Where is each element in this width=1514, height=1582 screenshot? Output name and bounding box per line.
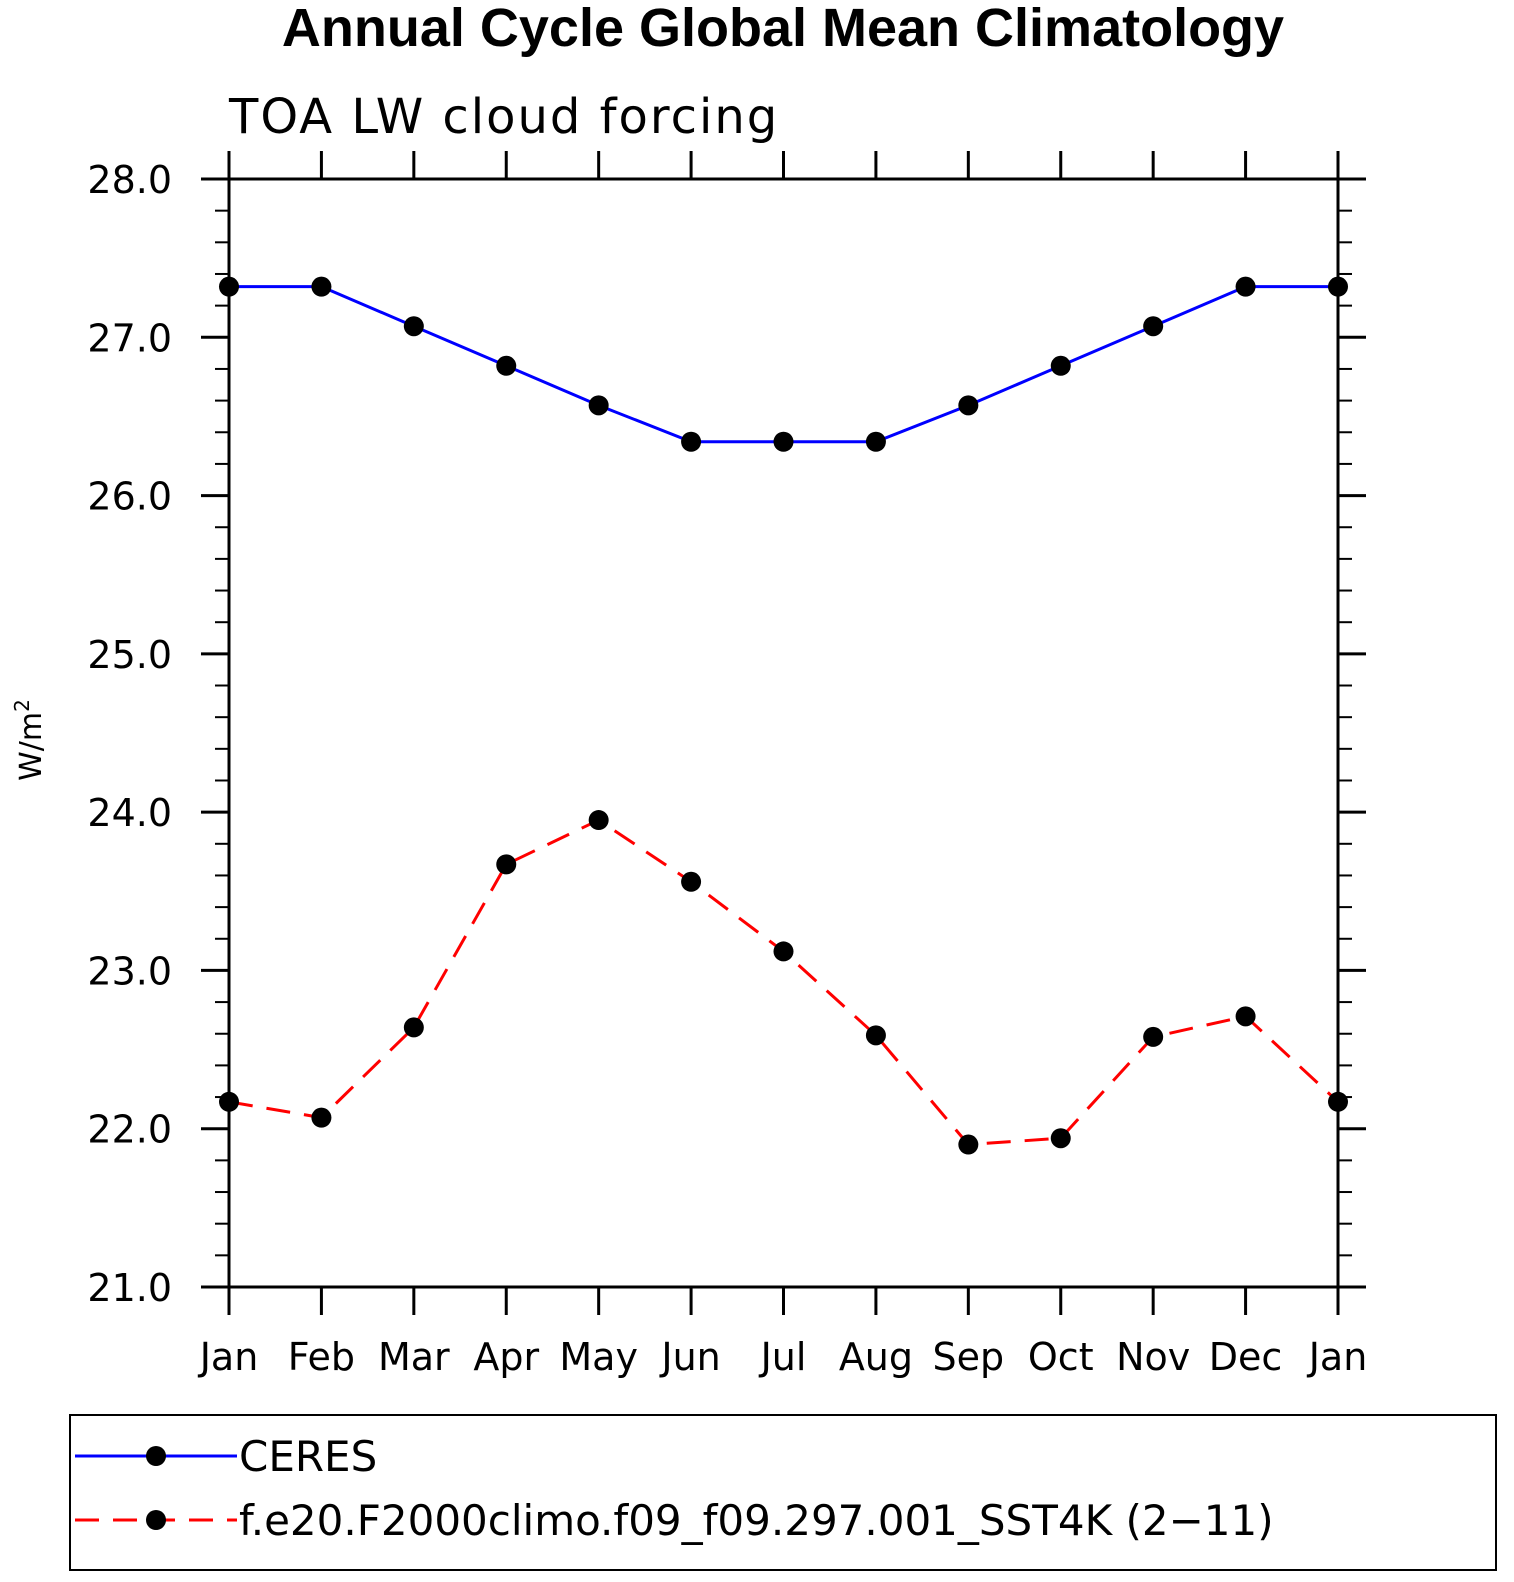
- x-tick-label: Feb: [288, 1335, 355, 1379]
- x-tick-label: Apr: [473, 1335, 539, 1379]
- x-tick-label: May: [559, 1335, 638, 1379]
- y-axis-title-superscript: 2: [10, 699, 34, 712]
- y-tick-label: 28.0: [87, 158, 172, 202]
- x-tick-label: Jan: [198, 1335, 259, 1379]
- x-tick-label: Jul: [759, 1335, 807, 1379]
- series-1-point: [1143, 1026, 1164, 1047]
- x-tick-label: Dec: [1209, 1335, 1283, 1379]
- x-tick-label: Jan: [1307, 1335, 1368, 1379]
- y-tick-label: 24.0: [87, 791, 172, 835]
- series-layer: [219, 276, 1348, 1155]
- legend-label-0: CERES: [239, 1432, 377, 1481]
- series-0-point: [403, 316, 424, 337]
- series-0-point: [311, 276, 332, 297]
- y-axis: 21.0 22.0 23.0 24.0 25.0 26.0 27.0 28.0: [87, 158, 1366, 1310]
- y-tick-label: 26.0: [87, 475, 172, 519]
- x-tick-label: Jun: [659, 1335, 720, 1379]
- series-0-point: [865, 431, 886, 452]
- series-line-1: [228, 818, 1340, 1147]
- series-1-point: [588, 810, 609, 831]
- y-tick-label: 21.0: [87, 1266, 172, 1310]
- series-0-point: [773, 431, 794, 452]
- series-0-point: [1235, 276, 1256, 297]
- series-1-point: [1328, 1091, 1348, 1112]
- series-1-point: [496, 854, 517, 875]
- series-0-point: [219, 276, 239, 297]
- series-0-point: [1143, 316, 1164, 337]
- legend-marker-0: [146, 1446, 166, 1466]
- series-1-point: [1235, 1006, 1256, 1027]
- series-1-point: [773, 941, 794, 962]
- y-axis-title: W/m2: [10, 699, 49, 781]
- series-1-point: [958, 1134, 979, 1155]
- legend-label-1: f.e20.F2000climo.f09_f09.297.001_SST4K (…: [239, 1496, 1274, 1545]
- x-tick-label: Oct: [1028, 1335, 1094, 1379]
- series-0-point: [1050, 355, 1071, 376]
- series-1-point: [1050, 1128, 1071, 1149]
- series-0-point: [681, 431, 702, 452]
- series-0-point: [1328, 276, 1348, 297]
- legend-marker-1: [146, 1510, 166, 1530]
- x-axis: Jan Feb Mar Apr May Jun Jul Aug Sep Oct Nov Dec Jan: [198, 151, 1368, 1379]
- series-line-0: [229, 285, 1338, 444]
- y-tick-label: 23.0: [87, 949, 172, 993]
- x-tick-label: Nov: [1116, 1335, 1190, 1379]
- y-axis-title-text: W/m: [14, 712, 49, 781]
- x-tick-label: Sep: [933, 1335, 1005, 1379]
- series-1-point: [403, 1017, 424, 1038]
- series-0-point: [496, 355, 517, 376]
- series-1-point: [681, 871, 702, 892]
- chart-subtitle: TOA LW cloud forcing: [228, 89, 779, 145]
- series-1-point: [311, 1107, 332, 1128]
- legend: CERES f.e20.F2000climo.f09_f09.297.001_SS…: [75, 1432, 1274, 1545]
- plot-frame: [227, 177, 1340, 1289]
- x-tick-label: Aug: [839, 1335, 913, 1379]
- chart-title: Annual Cycle Global Mean Climatology: [282, 0, 1284, 58]
- series-1-point: [865, 1025, 886, 1046]
- legend-box: [69, 1414, 1497, 1571]
- series-0-point: [958, 395, 979, 416]
- y-tick-label: 22.0: [87, 1108, 172, 1152]
- series-0-point: [588, 395, 609, 416]
- y-tick-label: 25.0: [87, 633, 172, 677]
- y-tick-label: 27.0: [87, 316, 172, 360]
- series-1-point: [219, 1091, 239, 1112]
- x-tick-label: Mar: [378, 1335, 450, 1379]
